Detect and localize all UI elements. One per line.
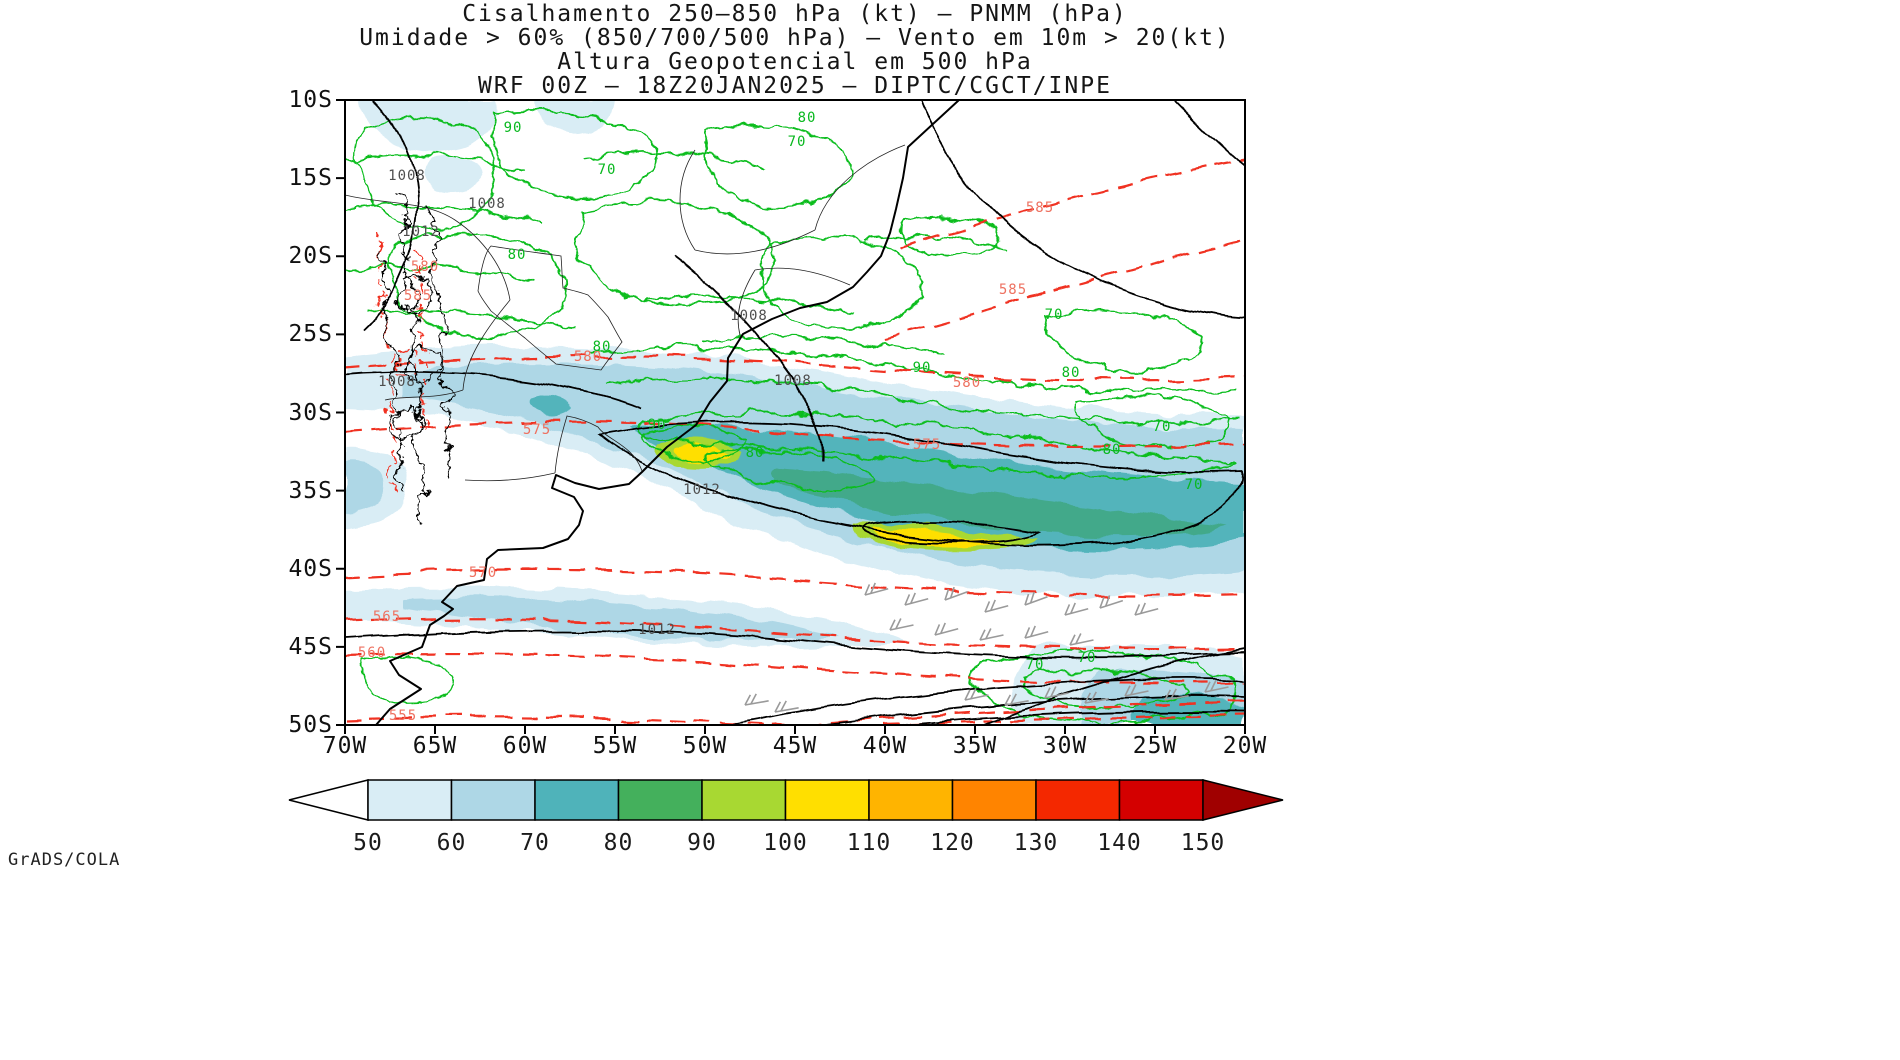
wind-barb-icon	[984, 599, 1009, 613]
wind-barb-icon	[1099, 595, 1124, 609]
colorbar-tick-label: 60	[437, 830, 467, 856]
colorbar-segment	[617, 779, 703, 821]
colorbar-segment	[534, 779, 620, 821]
lon-tick-label: 55W	[592, 733, 638, 759]
pressure-contours	[345, 100, 1245, 725]
lon-tick-label: 40W	[862, 733, 908, 759]
map-area: 10S 15S 20S 25S 30S 35S 40S 45S 50S 70W 65W 60W 55W…	[288, 87, 1266, 759]
colorbar-segment	[868, 779, 954, 821]
geopotential-contours	[345, 158, 1245, 725]
lon-tick-label: 65W	[412, 733, 458, 759]
colorbar: 50 60 70 80 90 100 110 120 130 140 150	[288, 779, 1284, 856]
wind-barb-icon	[864, 582, 889, 596]
colorbar-tick-label: 110	[847, 830, 892, 856]
lon-tick-label: 20W	[1222, 733, 1268, 759]
wind-barb-icon	[1084, 691, 1109, 704]
colorbar-left-arrow	[288, 779, 369, 821]
lon-tick-label: 50W	[682, 733, 728, 759]
wind-barb-icon	[1044, 686, 1069, 699]
lat-tick-label: 45S	[288, 633, 333, 660]
title-line-4: WRF 00Z — 18Z20JAN2025 — DIPTC/CGCT/INPE	[478, 73, 1112, 99]
wind-barb-icon	[1204, 680, 1229, 693]
lat-tick-label: 30S	[288, 399, 333, 426]
wind-barb-icon	[1069, 633, 1094, 646]
wind-barb-icon	[904, 592, 929, 606]
wind-barb-icon	[774, 700, 799, 713]
wind-barb-icon	[1064, 602, 1089, 616]
grads-credit: GrADS/COLA	[8, 850, 121, 870]
lat-tick-label: 15S	[288, 165, 333, 192]
colorbar-tick-label: 70	[520, 830, 550, 856]
wind-barb-icon	[889, 618, 914, 631]
shear-shading	[345, 100, 1245, 725]
lon-tick-label: 60W	[502, 733, 548, 759]
wind-barbs	[744, 582, 1229, 713]
wind-barb-icon	[964, 688, 989, 701]
lon-tick-label: 25W	[1132, 733, 1178, 759]
wind-barb-icon	[1134, 602, 1159, 616]
title-line-1: Cisalhamento 250—850 hPa (kt) — PNMM (hP…	[462, 1, 1128, 27]
colorbar-segment	[1118, 779, 1204, 821]
lon-tick-label: 35W	[952, 733, 998, 759]
lon-tick-label: 45W	[772, 733, 818, 759]
lat-tick-label: 20S	[288, 243, 333, 270]
colorbar-segment	[1035, 779, 1121, 821]
colorbar-segment	[784, 779, 870, 821]
lat-tick-label: 25S	[288, 321, 333, 348]
colorbar-segment	[951, 779, 1037, 821]
colorbar-tick-label: 130	[1014, 830, 1059, 856]
lon-tick-label: 30W	[1042, 733, 1088, 759]
map-frame	[344, 99, 1246, 726]
wind-barb-icon	[1024, 591, 1048, 606]
wind-barb-icon	[1124, 684, 1149, 697]
colorbar-tick-label: 80	[604, 830, 634, 856]
colorbar-tick-label: 150	[1181, 830, 1226, 856]
lat-tick-label: 10S	[288, 87, 333, 113]
chart-title-block: Cisalhamento 250—850 hPa (kt) — PNMM (hP…	[345, 2, 1245, 98]
wind-barb-icon	[979, 628, 1004, 641]
wind-barb-icon	[1024, 625, 1049, 639]
title-line-3: Altura Geopotencial em 500 hPa	[557, 49, 1033, 75]
axis-ticks	[336, 99, 1246, 734]
colorbar-segment	[450, 779, 536, 821]
colorbar-tick-label: 50	[353, 830, 383, 856]
lon-tick-label: 70W	[322, 733, 368, 759]
wind-barb-icon	[944, 586, 968, 601]
wind-barb-icon	[1164, 688, 1189, 701]
colorbar-tick-label: 140	[1097, 830, 1142, 856]
colorbar-segment	[367, 779, 453, 821]
wind-barb-icon	[934, 622, 959, 636]
colorbar-tick-label: 100	[763, 830, 808, 856]
colorbar-tick-label: 120	[930, 830, 975, 856]
wind-barb-icon	[744, 693, 769, 706]
lat-tick-label: 40S	[288, 555, 333, 582]
colorbar-right-arrow	[1202, 779, 1284, 821]
lat-tick-label: 50S	[288, 712, 333, 738]
title-line-2: Umidade > 60% (850/700/500 hPa) — Vento …	[359, 25, 1231, 51]
wind-barb-icon	[1004, 693, 1029, 706]
map-plot	[336, 99, 1246, 734]
colorbar-segment	[701, 779, 787, 821]
colorbar-tick-label: 90	[687, 830, 717, 856]
lat-tick-label: 35S	[288, 477, 333, 504]
coastline	[345, 100, 960, 725]
